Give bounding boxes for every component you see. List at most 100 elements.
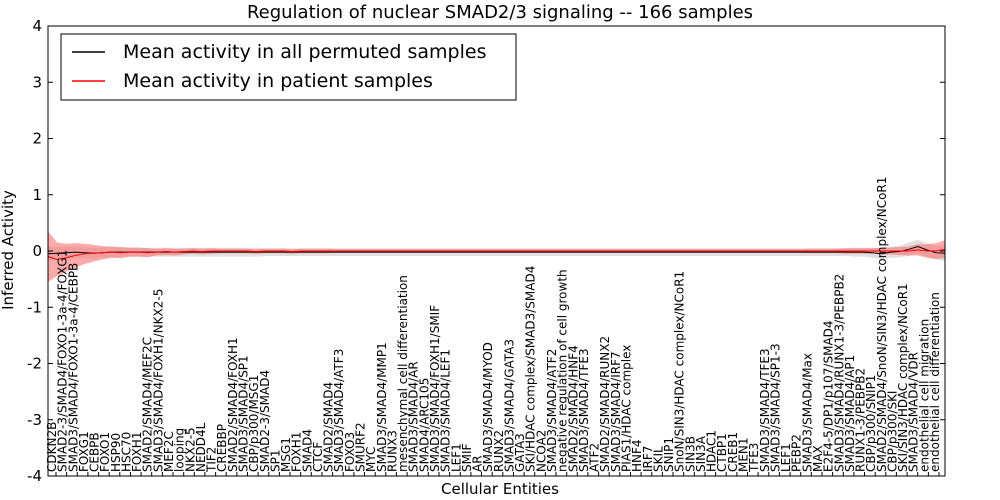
entity-label: SMAD2/SMAD4/SnoN/SIN3/HDAC complex/NCoR1 xyxy=(875,177,889,472)
entity-label: SnoN/SIN3/HDAC complex/NCoR1 xyxy=(673,271,687,472)
entity-label: MYC xyxy=(364,447,378,472)
entity-label: SMAD3/SMAD4/FOXH1/SMIF xyxy=(428,305,442,472)
entity-label: SKI/HDAC complex/SMAD3/SMAD4 xyxy=(524,266,538,472)
entity-label: SMAD3/SMAD4/FOXH1/NKX2-5 xyxy=(151,289,165,472)
entity-label: HSC70 xyxy=(120,432,134,472)
entity-label: SMAD3/SMAD4/ATF2 xyxy=(545,349,559,472)
entity-label: SMIF xyxy=(460,443,474,472)
entity-label: SMAD3/SMAD4/TFE3 xyxy=(758,348,772,472)
entity-label: SMAD3/SMAD4/MMP1 xyxy=(375,342,389,472)
entity-label: CTCF xyxy=(311,442,325,472)
entity-label: FOXH1 xyxy=(130,432,144,472)
entity-label: SMAD3/SMAD4/IRF7 xyxy=(609,351,623,472)
entity-label: SMAD2/SMAD4 xyxy=(322,382,336,472)
entity-label: HSP90 xyxy=(109,433,123,472)
x-axis-label: Cellular Entities xyxy=(441,480,559,498)
entity-label: SMAD3/SMAD4/FOXO1-3a-4/CEBPB xyxy=(66,263,80,472)
legend: Mean activity in all permuted samples Me… xyxy=(60,33,517,101)
entity-label: SMAD3/SMAD4/VDR xyxy=(907,352,921,472)
entity-label: HNF4 xyxy=(630,439,644,472)
entity-label: MEN1 xyxy=(737,437,751,472)
entity-label: SMAD4 xyxy=(300,429,314,472)
entity-label: RUNX3 xyxy=(385,430,399,472)
entity-label: endothelial cell migration xyxy=(917,319,931,472)
entity-label: FOXG1 xyxy=(77,431,91,472)
legend-label-patient: Mean activity in patient samples xyxy=(123,70,433,92)
entity-label: SIN3B xyxy=(683,436,697,472)
entity-label: NKX2-5 xyxy=(183,427,197,472)
y-tick-label: 4 xyxy=(32,17,42,35)
entity-label: SMAD3/SMAD4/TFE3 xyxy=(577,348,591,472)
permuted-series-line xyxy=(47,245,946,255)
entity-label: NEDD4L xyxy=(194,422,208,472)
entity-label: MEF2C xyxy=(162,431,176,472)
entity-label: SMURF2 xyxy=(354,422,368,472)
entity-label: TIF2 xyxy=(205,447,219,473)
entity-label: SMAD2/SMAD4/MEF2C xyxy=(141,337,155,472)
entity-label: PEBP2 xyxy=(790,434,804,472)
entity-label: SMAD3/SMAD4/SP1-3 xyxy=(768,343,782,472)
entity-label: CREB1 xyxy=(726,432,740,472)
entity-label: SKIL xyxy=(651,446,665,472)
plot-frame xyxy=(47,25,946,477)
entity-label: MAX xyxy=(811,445,825,472)
chart-title: Regulation of nuclear SMAD2/3 signaling … xyxy=(247,2,753,23)
entity-label: SMAD3/SMAD4/AP1 xyxy=(843,355,857,472)
y-tick-label: -3 xyxy=(27,411,42,429)
entity-label: SMAD2/SMAD4/RUNX2 xyxy=(598,336,612,472)
entity-label: FOXO3 xyxy=(343,432,357,472)
entity-label: looping xyxy=(173,428,187,472)
entity-label: SMAD3/SMAD4/Max xyxy=(800,353,814,472)
entity-label: SMAD2/SMAD4/FOXH1 xyxy=(226,337,240,472)
entity-label: GATA3 xyxy=(513,433,527,472)
entity-label: AR xyxy=(471,455,485,472)
patient-series-line xyxy=(47,248,946,260)
entity-label: SMAD3/SMAD4/GATA3 xyxy=(503,339,517,472)
entity-label: SMAD3/SMAD4/LEF1 xyxy=(439,349,453,472)
y-axis-label: Inferred Activity xyxy=(0,190,17,310)
entity-label: LEF1 xyxy=(449,443,463,472)
entity-label: SNIP1 xyxy=(662,437,676,472)
entity-label: FOXO1 xyxy=(98,432,112,472)
entity-label: SMAD3/SMAD4/MYOD xyxy=(481,342,495,472)
entity-label: CBP/p300/MSG1 xyxy=(247,375,261,472)
entity-label: MSG1 xyxy=(279,437,293,472)
entity-label: SIN3A xyxy=(694,435,708,472)
entity-label: SP1 xyxy=(268,450,282,473)
y-tick-label: 1 xyxy=(32,186,42,204)
entity-label: SMAD4/ARC105 xyxy=(417,378,431,472)
entity-label: CBP/p300/SNIP1 xyxy=(864,375,878,472)
entity-label: SKI/SIN3/HDAC complex/NCoR1 xyxy=(896,283,910,472)
entity-label: SMAD2/SMAD4/HNF4 xyxy=(566,345,580,472)
y-tick-label: 3 xyxy=(32,73,42,91)
entity-label: negative regulation of cell growth xyxy=(556,269,570,472)
entity-label: ATF2 xyxy=(588,443,602,472)
y-tick-label: 0 xyxy=(32,242,42,260)
entity-label: CREBBP xyxy=(215,424,229,472)
legend-box xyxy=(60,33,517,101)
legend-label-permuted: Mean activity in all permuted samples xyxy=(123,41,486,63)
y-tick-label: -1 xyxy=(27,298,42,316)
entity-label: mesenchymal cell differentiation xyxy=(396,275,410,472)
entity-label: RUNX2 xyxy=(492,430,506,472)
entity-label: CBP/p300/SKI xyxy=(885,391,899,472)
y-tick-label: -4 xyxy=(27,467,42,485)
entity-label: TFE3 xyxy=(747,443,761,473)
entity-label: HDAC1 xyxy=(705,430,719,472)
entity-label: FOXH1 xyxy=(290,432,304,472)
entity-label: RUNX1-3/PEBPB2 xyxy=(854,368,868,472)
entity-label: E2F4-5/DP1/p107/SMAD4 xyxy=(822,320,836,472)
entity-label: CEBPB xyxy=(88,432,102,472)
entity-label: SMAD2-3/SMAD4 xyxy=(258,370,272,472)
entity-label: LEF1 xyxy=(779,443,793,472)
entity-label: SMAD3/SMAD4/SP1 xyxy=(237,355,251,472)
entity-label: SMAD3/SMAD4/RUNX1-3/PEBPB2 xyxy=(832,274,846,472)
entity-label: CTBP1 xyxy=(715,433,729,472)
entity-label: SMAD3/SMAD4/ATF3 xyxy=(332,349,346,472)
entity-label: PIAS1/HDAC complex xyxy=(620,345,634,472)
entity-label: NCOA2 xyxy=(534,430,548,472)
entity-label: endothelial cell differentiation xyxy=(928,292,942,472)
entity-label: SMAD3/SMAD4/AR xyxy=(407,361,421,472)
y-tick-label: -2 xyxy=(27,355,42,373)
